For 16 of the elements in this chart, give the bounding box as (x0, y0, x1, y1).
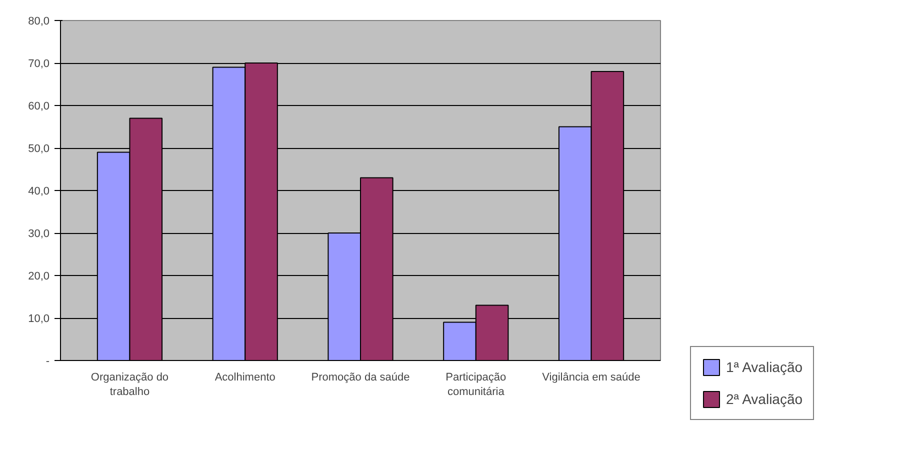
y-tick-label: 70,0 (28, 58, 50, 70)
x-tick-label: Vigilância em saúde (542, 372, 640, 384)
y-tick-label: 40,0 (28, 186, 50, 198)
y-tick-label: 30,0 (28, 228, 50, 240)
y-tick-label: 50,0 (28, 143, 50, 155)
y-tick-label: 80,0 (28, 16, 50, 28)
legend-label: 2ª Avaliação (726, 391, 803, 407)
legend-label: 1ª Avaliação (726, 359, 803, 375)
x-tick-label: Participação comunitária (446, 372, 506, 398)
y-tick-label: - (46, 356, 50, 368)
x-tick-label: Organização do trabalho (90, 372, 169, 398)
x-tick-label: Acolhimento (214, 372, 276, 384)
y-tick-label: 20,0 (28, 270, 50, 282)
y-tick-label: 10,0 (28, 313, 50, 325)
x-tick-label: Promoção da saúde (311, 372, 410, 384)
y-tick-label: 60,0 (28, 100, 50, 112)
